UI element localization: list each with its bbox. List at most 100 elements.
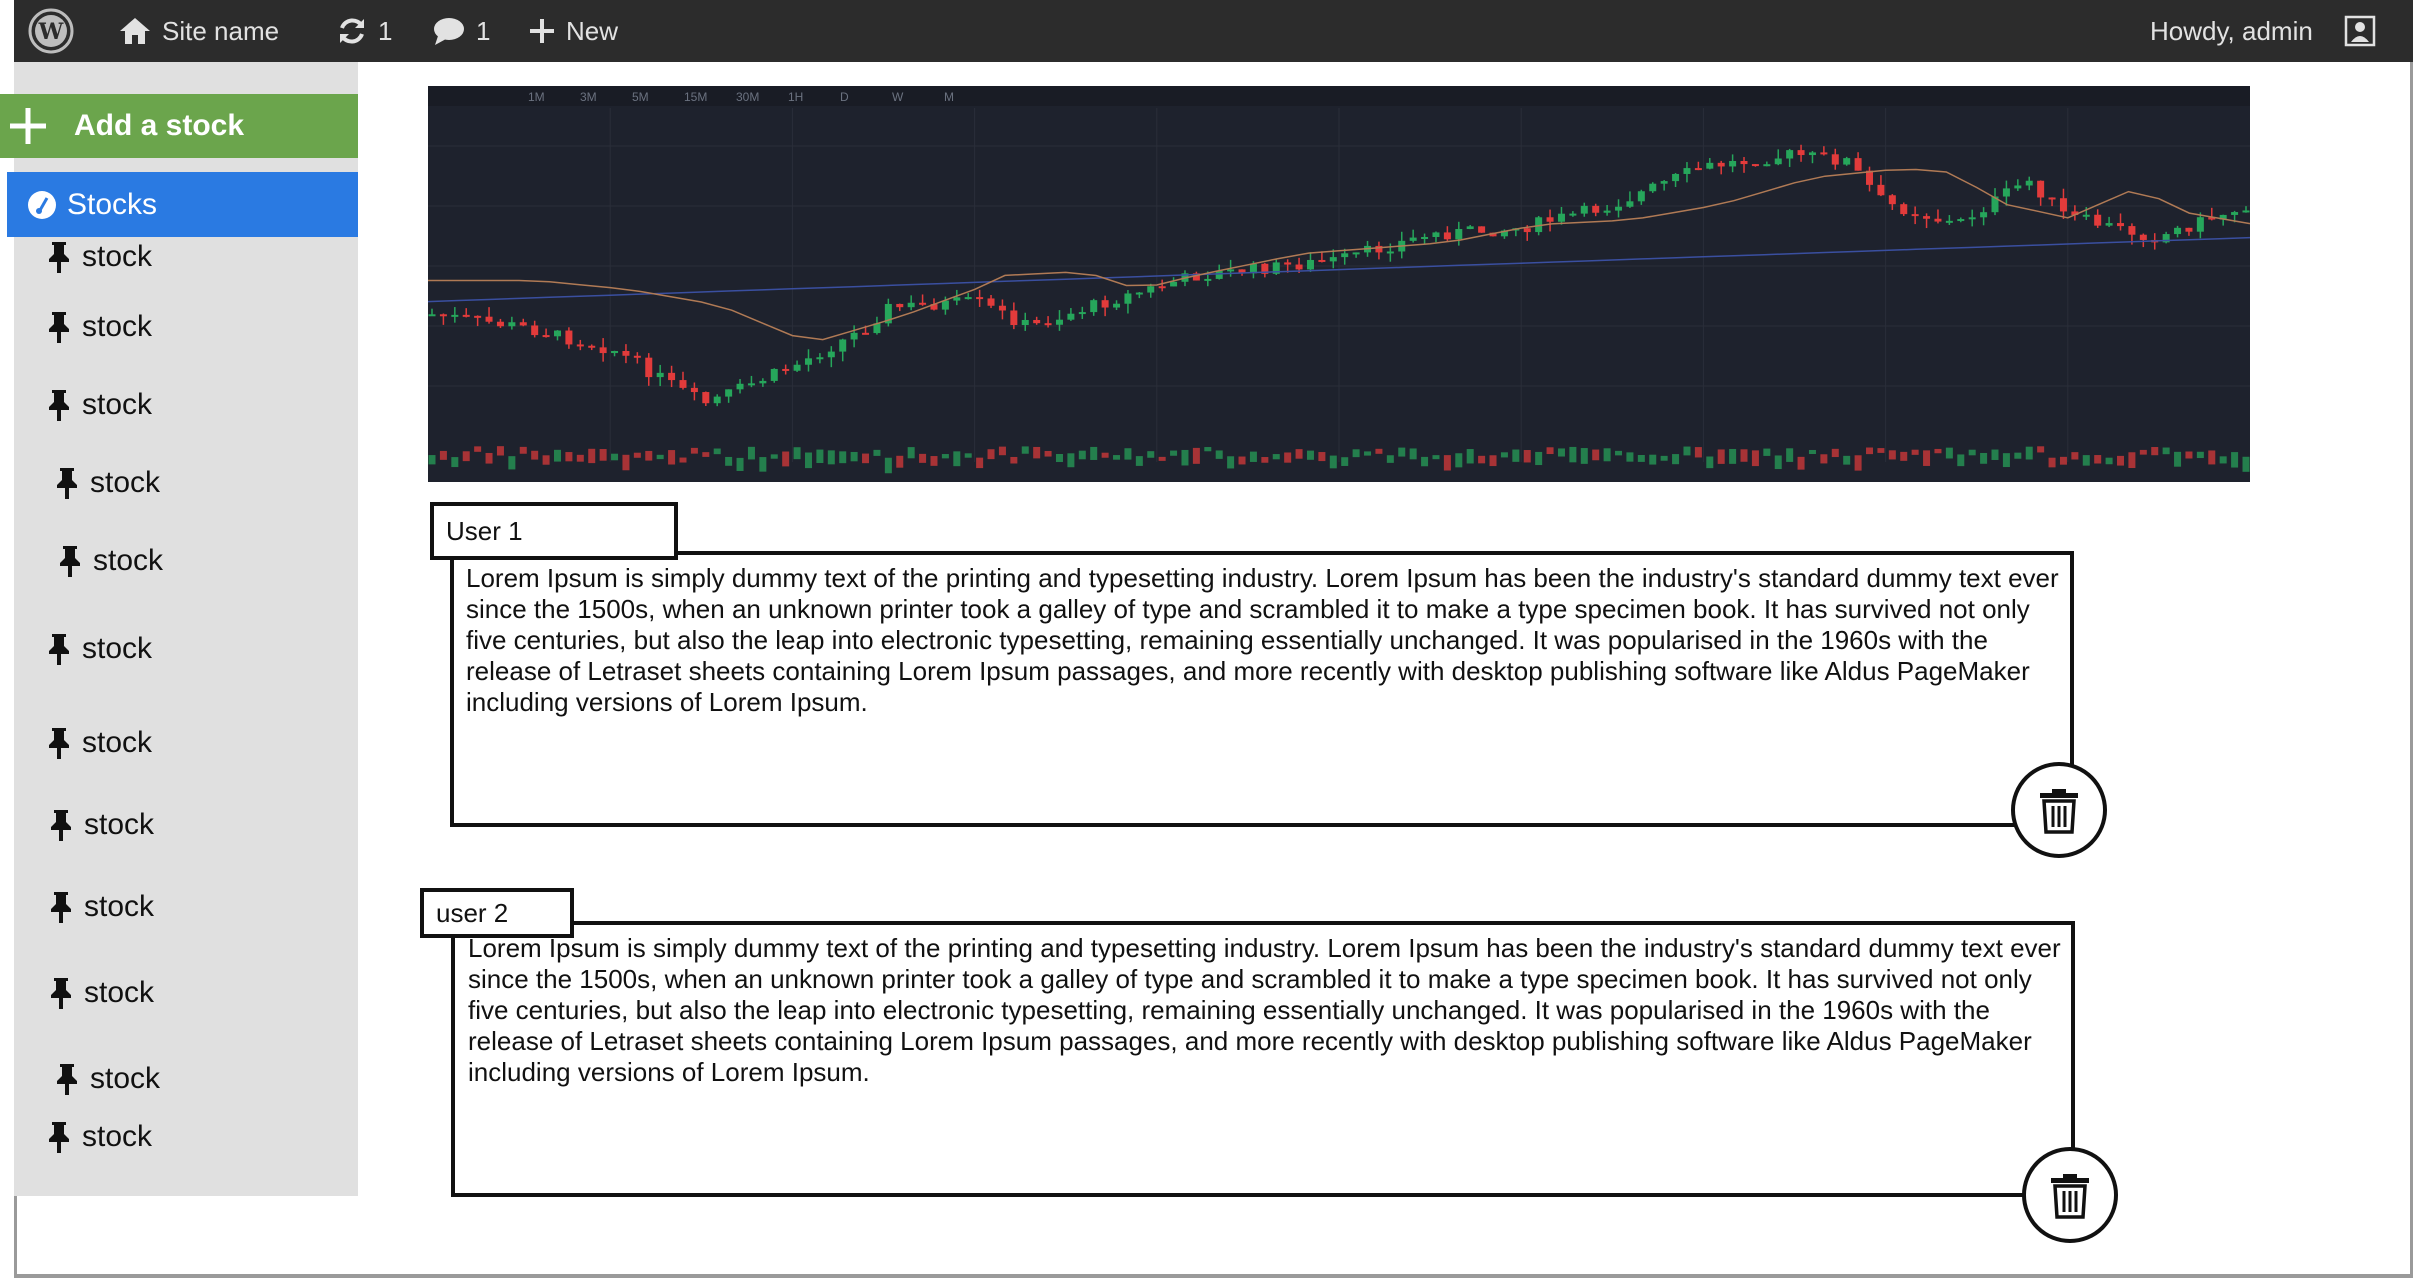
candle-body [1272,262,1280,274]
user-avatar-icon[interactable] [2344,0,2376,62]
volume-bar [1249,451,1257,462]
stock-list-item[interactable]: stock [52,466,160,500]
stock-list-item[interactable]: stock [44,1120,152,1154]
volume-bar [884,457,892,474]
pushpin-icon [51,810,71,841]
candle-body [2082,214,2090,217]
volume-bar [1888,450,1896,460]
volume-bar [2025,446,2033,460]
stock-list-item[interactable]: stock [44,310,152,344]
volume-bar [862,453,870,464]
candle-body [1135,292,1143,295]
delete-comment-button[interactable] [2011,762,2107,858]
candle-body [1843,158,1851,165]
candle-body [1295,264,1303,270]
stock-label: stock [82,632,153,665]
volume-bar [1284,452,1292,463]
volume-bar [565,452,573,462]
updates-count: 1 [378,15,393,46]
admin-bar: W Site name 1 1 New Howdy, admin [14,0,2413,62]
site-name-link[interactable]: Site name [118,0,279,62]
volume-bar [668,450,676,465]
candle-body [1603,210,1611,213]
volume-bar [1295,449,1303,459]
stock-list-item[interactable]: stock [44,240,152,274]
chart-timeframe-button[interactable]: 1H [788,90,803,104]
new-content-link[interactable]: New [528,0,618,62]
candle-body [1306,259,1314,270]
candle-body [1055,319,1063,325]
volume-bar [1329,455,1337,469]
volume-bar [1443,455,1451,471]
chart-timeframe-button[interactable]: W [892,90,904,104]
chart-timeframe-button[interactable]: 15M [684,90,707,104]
candle-body [1694,168,1702,171]
candle-body [907,302,915,308]
volume-bar [2117,455,2125,466]
stock-list-item[interactable]: stock [44,726,152,760]
chart-timeframe-button[interactable]: D [840,90,849,104]
candle-body [1991,196,1999,213]
trash-icon [2051,1174,2089,1219]
sidebar-item-stocks[interactable]: Stocks [7,172,358,237]
chart-timeframe-button[interactable]: 3M [580,90,597,104]
volume-bar [690,447,698,454]
stock-list-item[interactable]: stock [46,808,154,842]
comments-link[interactable]: 1 [432,0,490,62]
volume-bar [793,447,801,460]
chart-timeframe-button[interactable]: 1M [528,90,545,104]
stock-list-item[interactable]: stock [46,976,154,1010]
volume-bar [941,454,949,459]
candle-body [1729,160,1737,167]
candle-body [656,372,664,378]
candle-body [2242,210,2250,213]
candle-body [1968,217,1976,220]
candle-body [451,314,459,317]
trash-icon [2040,789,2078,834]
updates-link[interactable]: 1 [336,0,392,62]
candle-body [2025,180,2033,186]
candle-body [519,322,527,326]
volume-bar [1421,456,1429,467]
stock-list-item[interactable]: stock [55,544,163,578]
candle-body [1341,253,1349,258]
volume-bar [1900,451,1908,461]
candle-body [2219,214,2227,220]
candle-body [896,303,904,308]
stock-candlestick-chart[interactable]: 1M 3M 5M 15M 30M 1H D W M [428,86,2250,482]
volume-bar [2048,457,2056,468]
stock-label: stock [84,890,155,923]
add-stock-button[interactable]: Add a stock [0,94,358,158]
candle-body [1421,237,1429,240]
candle-body [2071,211,2079,216]
volume-bar [873,449,881,456]
volume-bar [1489,455,1497,467]
stock-list-item[interactable]: stock [44,388,152,422]
volume-bar [645,450,653,461]
wordpress-logo-icon[interactable]: W [28,0,74,62]
chart-timeframe-button[interactable]: 30M [736,90,759,104]
candle-body [1808,152,1816,156]
volume-bar [633,452,641,458]
chart-timeframe-button[interactable]: M [944,90,954,104]
candle-body [1923,216,1931,219]
candle-body [1192,273,1200,281]
account-greeting[interactable]: Howdy, admin [2150,0,2313,62]
pushpin-icon [49,1122,69,1153]
chart-timeframe-button[interactable]: 5M [632,90,649,104]
candle-body [1888,195,1896,205]
candle-body [2014,185,2022,189]
delete-comment-button[interactable] [2022,1147,2118,1243]
volume-bar [553,449,561,462]
moving-average-fast [428,168,2250,341]
stock-list-item[interactable]: stock [44,632,152,666]
candle-body [439,314,447,317]
volume-bar [1466,449,1474,464]
candle-body [1352,252,1360,255]
volume-bar [1820,454,1828,464]
volume-bar [542,455,550,465]
candle-body [1751,164,1759,167]
stock-list-item[interactable]: stock [46,890,154,924]
candle-body [2037,180,2045,198]
stock-list-item[interactable]: stock [52,1062,160,1096]
